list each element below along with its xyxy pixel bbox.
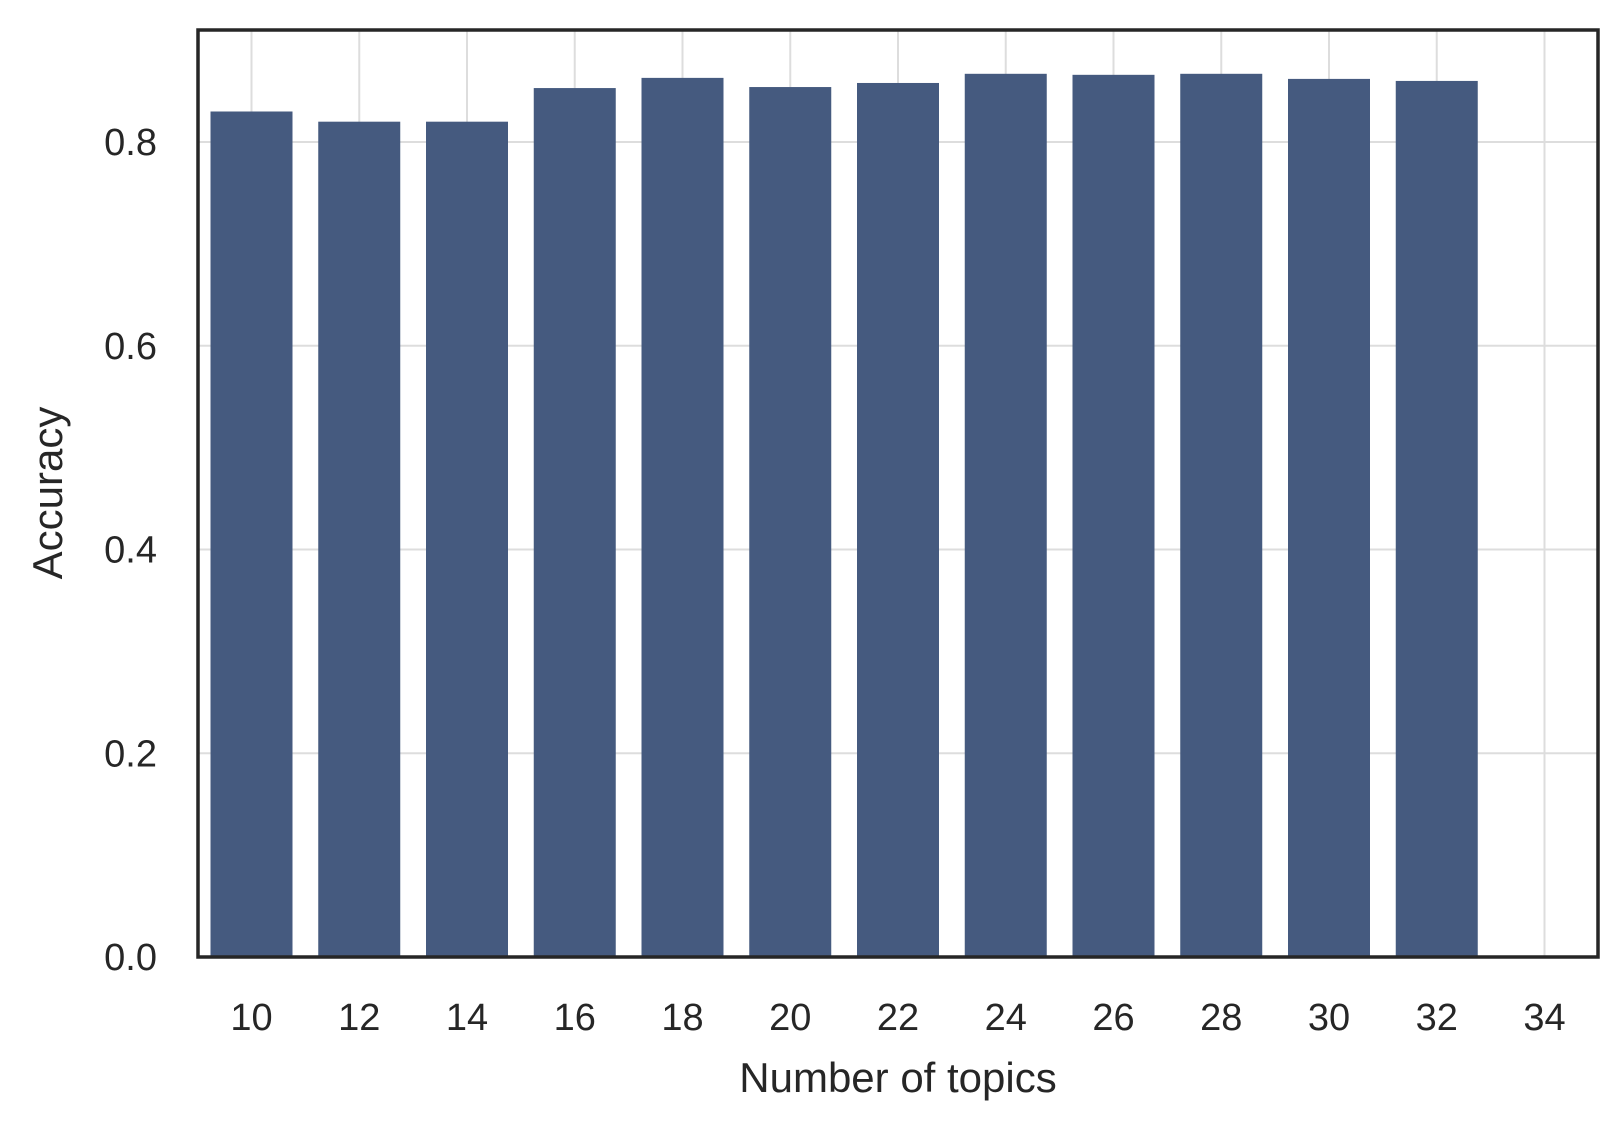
x-tick-label: 30 [1308, 997, 1350, 1039]
y-tick-labels: 0.0 0.2 0.4 0.6 0.8 [104, 122, 157, 979]
x-tick-label: 28 [1200, 997, 1242, 1039]
bar-16 [533, 88, 616, 958]
x-tick-label: 12 [338, 997, 380, 1039]
x-tick-label: 14 [446, 997, 488, 1039]
y-tick-label: 0.8 [104, 122, 157, 164]
y-tick-label: 0.2 [104, 733, 157, 775]
bar-24 [964, 73, 1047, 958]
x-tick-label: 32 [1416, 997, 1458, 1039]
bar-12 [318, 121, 401, 957]
x-tick-label: 10 [230, 997, 272, 1039]
bar-14 [426, 121, 508, 957]
y-tick-label: 0.4 [104, 530, 157, 572]
bar-20 [749, 87, 832, 958]
plot-frame [196, 28, 1600, 959]
y-tick-label: 0.6 [104, 326, 157, 368]
bar-32 [1395, 80, 1478, 957]
x-axis-label: Number of topics [739, 1054, 1056, 1101]
x-tick-label: 16 [554, 997, 596, 1039]
bars-layer [210, 73, 1478, 958]
x-tick-label: 34 [1523, 997, 1565, 1039]
x-tick-labels: 10 12 14 16 18 20 22 24 26 28 30 32 34 [230, 997, 1565, 1039]
x-tick-label: 24 [985, 997, 1027, 1039]
bar-10 [210, 111, 293, 957]
y-axis-label: Accuracy [24, 407, 71, 580]
x-tick-label: 18 [661, 997, 703, 1039]
x-tick-label: 26 [1092, 997, 1134, 1039]
bar-18 [641, 77, 724, 957]
x-tick-label: 20 [769, 997, 811, 1039]
bar-30 [1288, 78, 1370, 957]
x-tick-label: 22 [877, 997, 919, 1039]
y-tick-label: 0.0 [104, 937, 157, 979]
bar-26 [1072, 74, 1155, 958]
bar-22 [857, 82, 939, 957]
bar-28 [1180, 73, 1263, 958]
